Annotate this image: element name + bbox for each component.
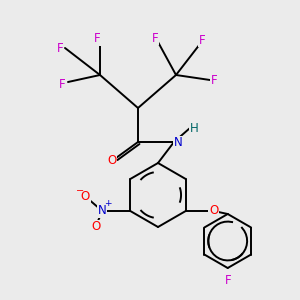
Text: F: F xyxy=(57,41,63,55)
Text: F: F xyxy=(211,74,217,86)
Text: H: H xyxy=(190,122,198,134)
Text: −: − xyxy=(76,186,84,196)
Text: O: O xyxy=(81,190,90,203)
Text: N: N xyxy=(174,136,182,149)
Text: F: F xyxy=(199,34,205,46)
Text: O: O xyxy=(92,220,101,233)
Text: N: N xyxy=(98,205,107,218)
Text: F: F xyxy=(224,274,231,287)
Text: O: O xyxy=(209,205,218,218)
Text: F: F xyxy=(94,32,100,46)
Text: +: + xyxy=(104,200,112,208)
Text: O: O xyxy=(107,154,117,166)
Text: F: F xyxy=(59,79,65,92)
Text: F: F xyxy=(152,32,158,44)
